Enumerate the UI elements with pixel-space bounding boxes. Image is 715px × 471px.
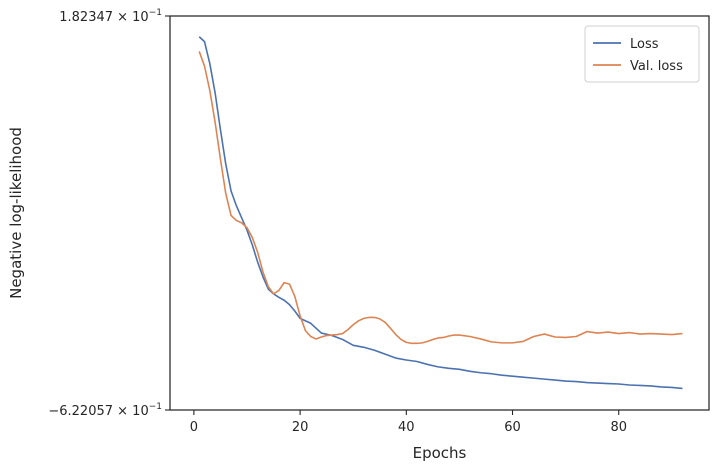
plot-frame	[169, 15, 710, 411]
legend-box	[584, 25, 700, 83]
series-line-2	[198, 51, 683, 345]
y-axis: 1.82347 × 10−1 −6.22057 × 10−1	[48, 8, 170, 419]
x-tick-label: 80	[610, 420, 627, 435]
x-axis: 0 20 40 60 80	[190, 410, 627, 435]
y-tick-label: −6.22057 × 10−1	[48, 402, 162, 419]
legend: Loss Val. loss	[584, 25, 700, 83]
x-tick-label: 40	[398, 420, 415, 435]
x-tick-label: 0	[190, 420, 198, 435]
legend-label-2: Val. loss	[630, 59, 683, 74]
x-tick-label: 20	[292, 420, 309, 435]
series-line-1	[198, 36, 683, 390]
y-axis-label: Negative log-likelihood	[7, 127, 25, 299]
x-tick-label: 60	[504, 420, 521, 435]
x-axis-label: Epochs	[413, 444, 467, 462]
y-tick-label: 1.82347 × 10−1	[59, 8, 162, 25]
series-layer	[198, 36, 683, 390]
legend-label-1: Loss	[630, 37, 659, 52]
